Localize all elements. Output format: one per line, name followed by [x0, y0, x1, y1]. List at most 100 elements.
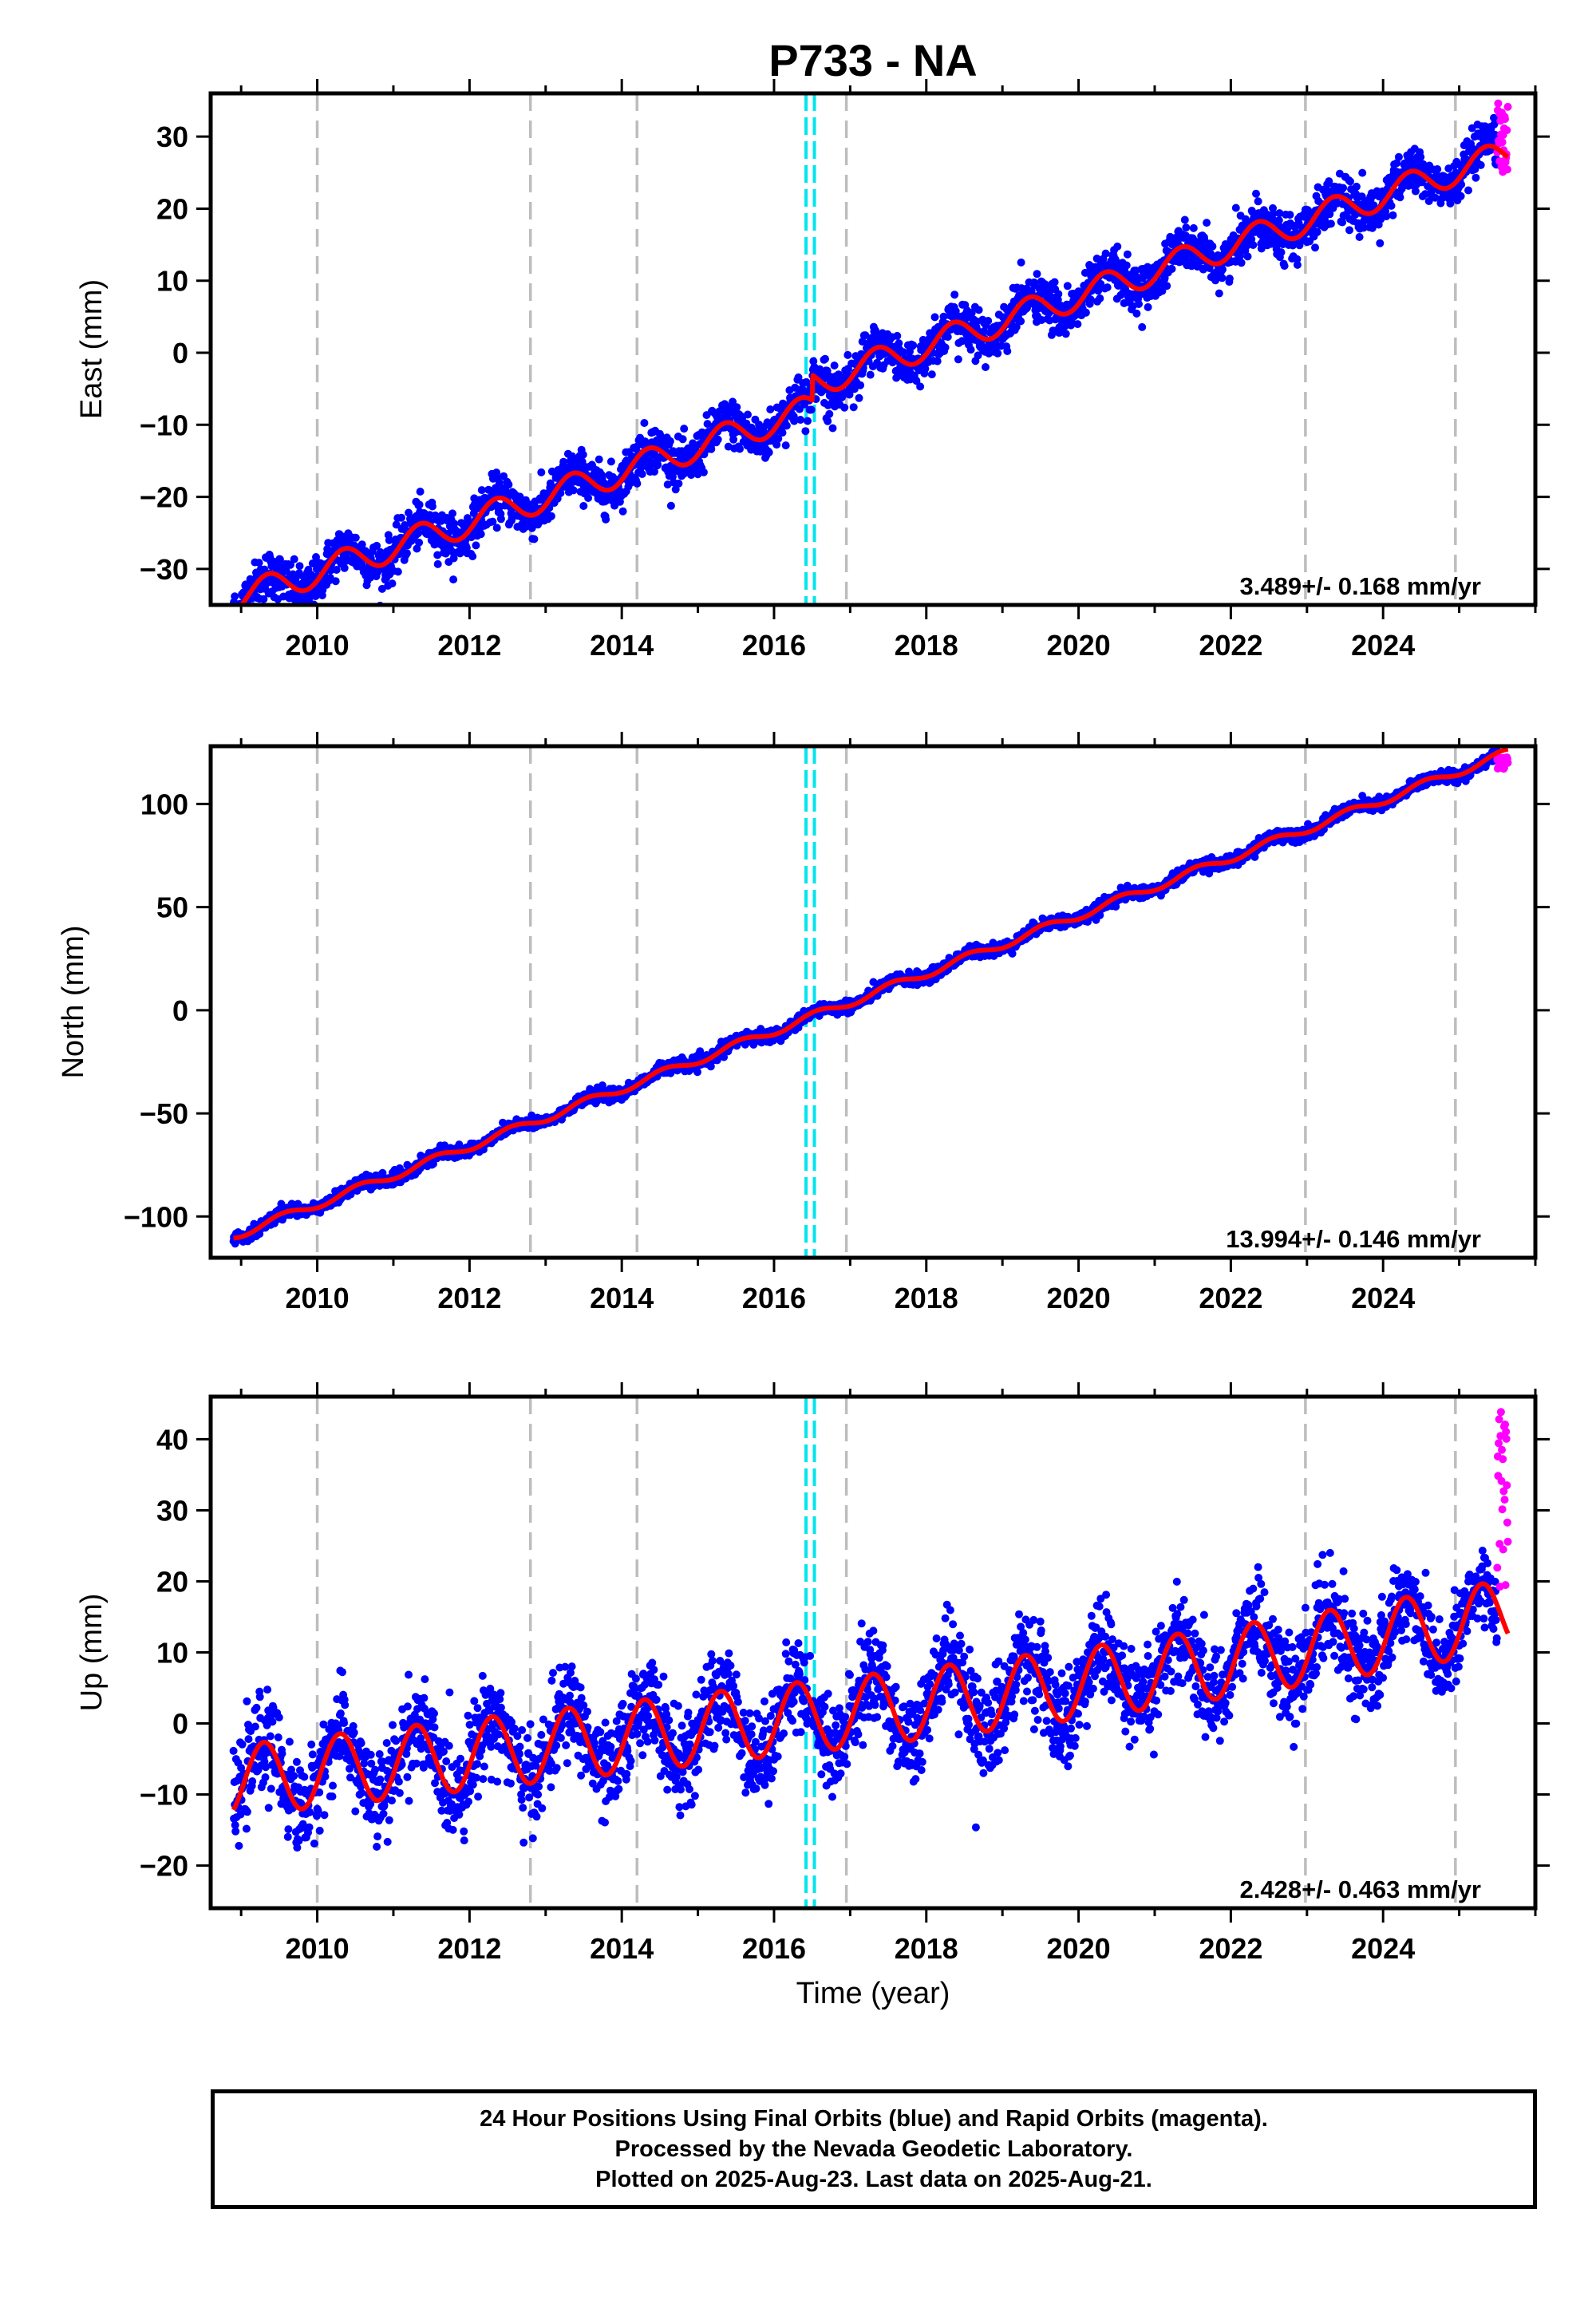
final-orbit-point: [828, 424, 837, 433]
final-orbit-point: [825, 409, 834, 418]
x-tick-label: 2020: [1047, 629, 1111, 662]
final-orbit-point: [606, 457, 615, 466]
final-orbit-point: [492, 524, 501, 532]
final-orbit-point: [1376, 239, 1385, 247]
rapid-orbit-point: [1503, 102, 1512, 111]
final-orbit-point: [428, 502, 437, 511]
final-orbit-point: [260, 565, 269, 574]
final-orbit-point: [1345, 226, 1353, 235]
final-orbit-point: [954, 355, 962, 364]
final-orbit-point: [527, 524, 536, 532]
final-orbit-point: [496, 515, 505, 524]
rapid-orbit-point: [1503, 165, 1511, 174]
final-orbit-point: [1274, 216, 1283, 224]
final-orbit-point: [235, 618, 243, 626]
final-orbit-point: [530, 535, 539, 543]
final-orbit-point: [388, 579, 397, 588]
y-tick-label: 0: [172, 337, 188, 370]
final-orbit-point: [1103, 283, 1112, 292]
final-orbit-point: [796, 416, 805, 424]
final-orbit-point: [449, 575, 458, 584]
final-orbit-point: [433, 559, 442, 568]
final-orbit-point: [516, 492, 524, 501]
final-orbit-point: [927, 370, 936, 379]
final-orbit-point: [385, 536, 393, 544]
final-orbit-point: [680, 425, 689, 433]
final-orbit-point: [687, 471, 696, 480]
final-orbit-point: [666, 437, 674, 445]
final-orbit-point: [377, 584, 386, 593]
final-orbit-point: [1387, 201, 1396, 210]
final-orbit-point: [488, 517, 497, 526]
final-orbit-point: [666, 501, 675, 510]
final-orbit-point: [1280, 262, 1289, 271]
final-orbit-point: [849, 403, 858, 412]
final-orbit-point: [1061, 330, 1070, 338]
final-orbit-point: [1135, 300, 1143, 308]
final-orbit-point: [1225, 275, 1234, 283]
final-orbit-point: [729, 435, 738, 444]
final-orbit-point: [855, 393, 863, 402]
final-orbit-point: [247, 608, 255, 616]
final-orbit-point: [231, 592, 239, 601]
final-orbit-point: [1293, 260, 1302, 269]
final-orbit-point: [275, 555, 284, 563]
final-orbit-point: [840, 403, 849, 412]
final-orbit-point: [231, 612, 239, 620]
final-orbit-point: [1433, 165, 1442, 173]
final-orbit-point: [733, 403, 741, 412]
final-orbit-point: [778, 429, 787, 437]
rapid-orbit-point: [1501, 115, 1509, 124]
final-orbit-point: [699, 468, 708, 476]
final-orbit-point: [1472, 173, 1480, 182]
x-tick-label: 2010: [286, 629, 350, 662]
final-orbit-point: [916, 382, 925, 391]
final-orbit-point: [1073, 320, 1082, 329]
final-orbit-point: [1144, 302, 1152, 311]
final-orbit-point: [1086, 295, 1095, 304]
final-orbit-point: [1389, 211, 1397, 219]
final-orbit-point: [392, 520, 401, 529]
final-orbit-point: [1249, 241, 1258, 249]
final-orbit-point: [255, 559, 263, 567]
final-orbit-point: [1054, 290, 1063, 298]
final-orbit-point: [547, 512, 555, 520]
final-orbit-point: [801, 427, 810, 436]
final-orbit-point: [449, 554, 458, 563]
final-orbit-point: [1180, 215, 1189, 224]
final-orbit-point: [830, 362, 839, 370]
final-orbit-point: [415, 500, 424, 509]
final-orbit-point: [1416, 152, 1425, 161]
final-orbit-point: [974, 306, 983, 314]
final-orbit-point: [807, 405, 816, 414]
final-orbit-point: [707, 445, 716, 453]
final-orbit-point: [654, 460, 662, 469]
final-orbit-points: [229, 746, 1502, 1248]
final-orbit-point: [1237, 259, 1246, 267]
x-tick-label: 2018: [895, 629, 958, 662]
final-orbit-point: [414, 529, 422, 538]
final-orbit-point: [671, 485, 680, 494]
final-orbit-point: [782, 421, 791, 430]
y-tick-label: −30: [140, 553, 188, 586]
final-orbit-point: [1326, 219, 1335, 228]
final-orbit-point: [1163, 282, 1171, 290]
final-orbit-point: [843, 350, 852, 359]
x-tick-label: 2022: [1199, 629, 1262, 662]
final-orbit-point: [632, 442, 641, 451]
x-tick-label: 2016: [742, 629, 806, 662]
final-orbit-point: [290, 555, 298, 563]
final-orbit-point: [504, 480, 513, 489]
y-tick-label: 10: [156, 265, 188, 298]
final-orbit-point: [640, 419, 649, 427]
final-orbit-point: [821, 354, 829, 363]
final-orbit-point: [781, 441, 790, 450]
final-orbit-point: [736, 445, 744, 453]
final-orbit-point: [866, 370, 875, 379]
final-orbit-point: [477, 486, 486, 495]
final-orbit-point: [579, 450, 587, 459]
final-orbit-point: [1243, 252, 1252, 261]
final-orbit-point: [1394, 152, 1403, 161]
final-orbit-point: [602, 515, 610, 524]
plot-area: [230, 93, 1512, 626]
